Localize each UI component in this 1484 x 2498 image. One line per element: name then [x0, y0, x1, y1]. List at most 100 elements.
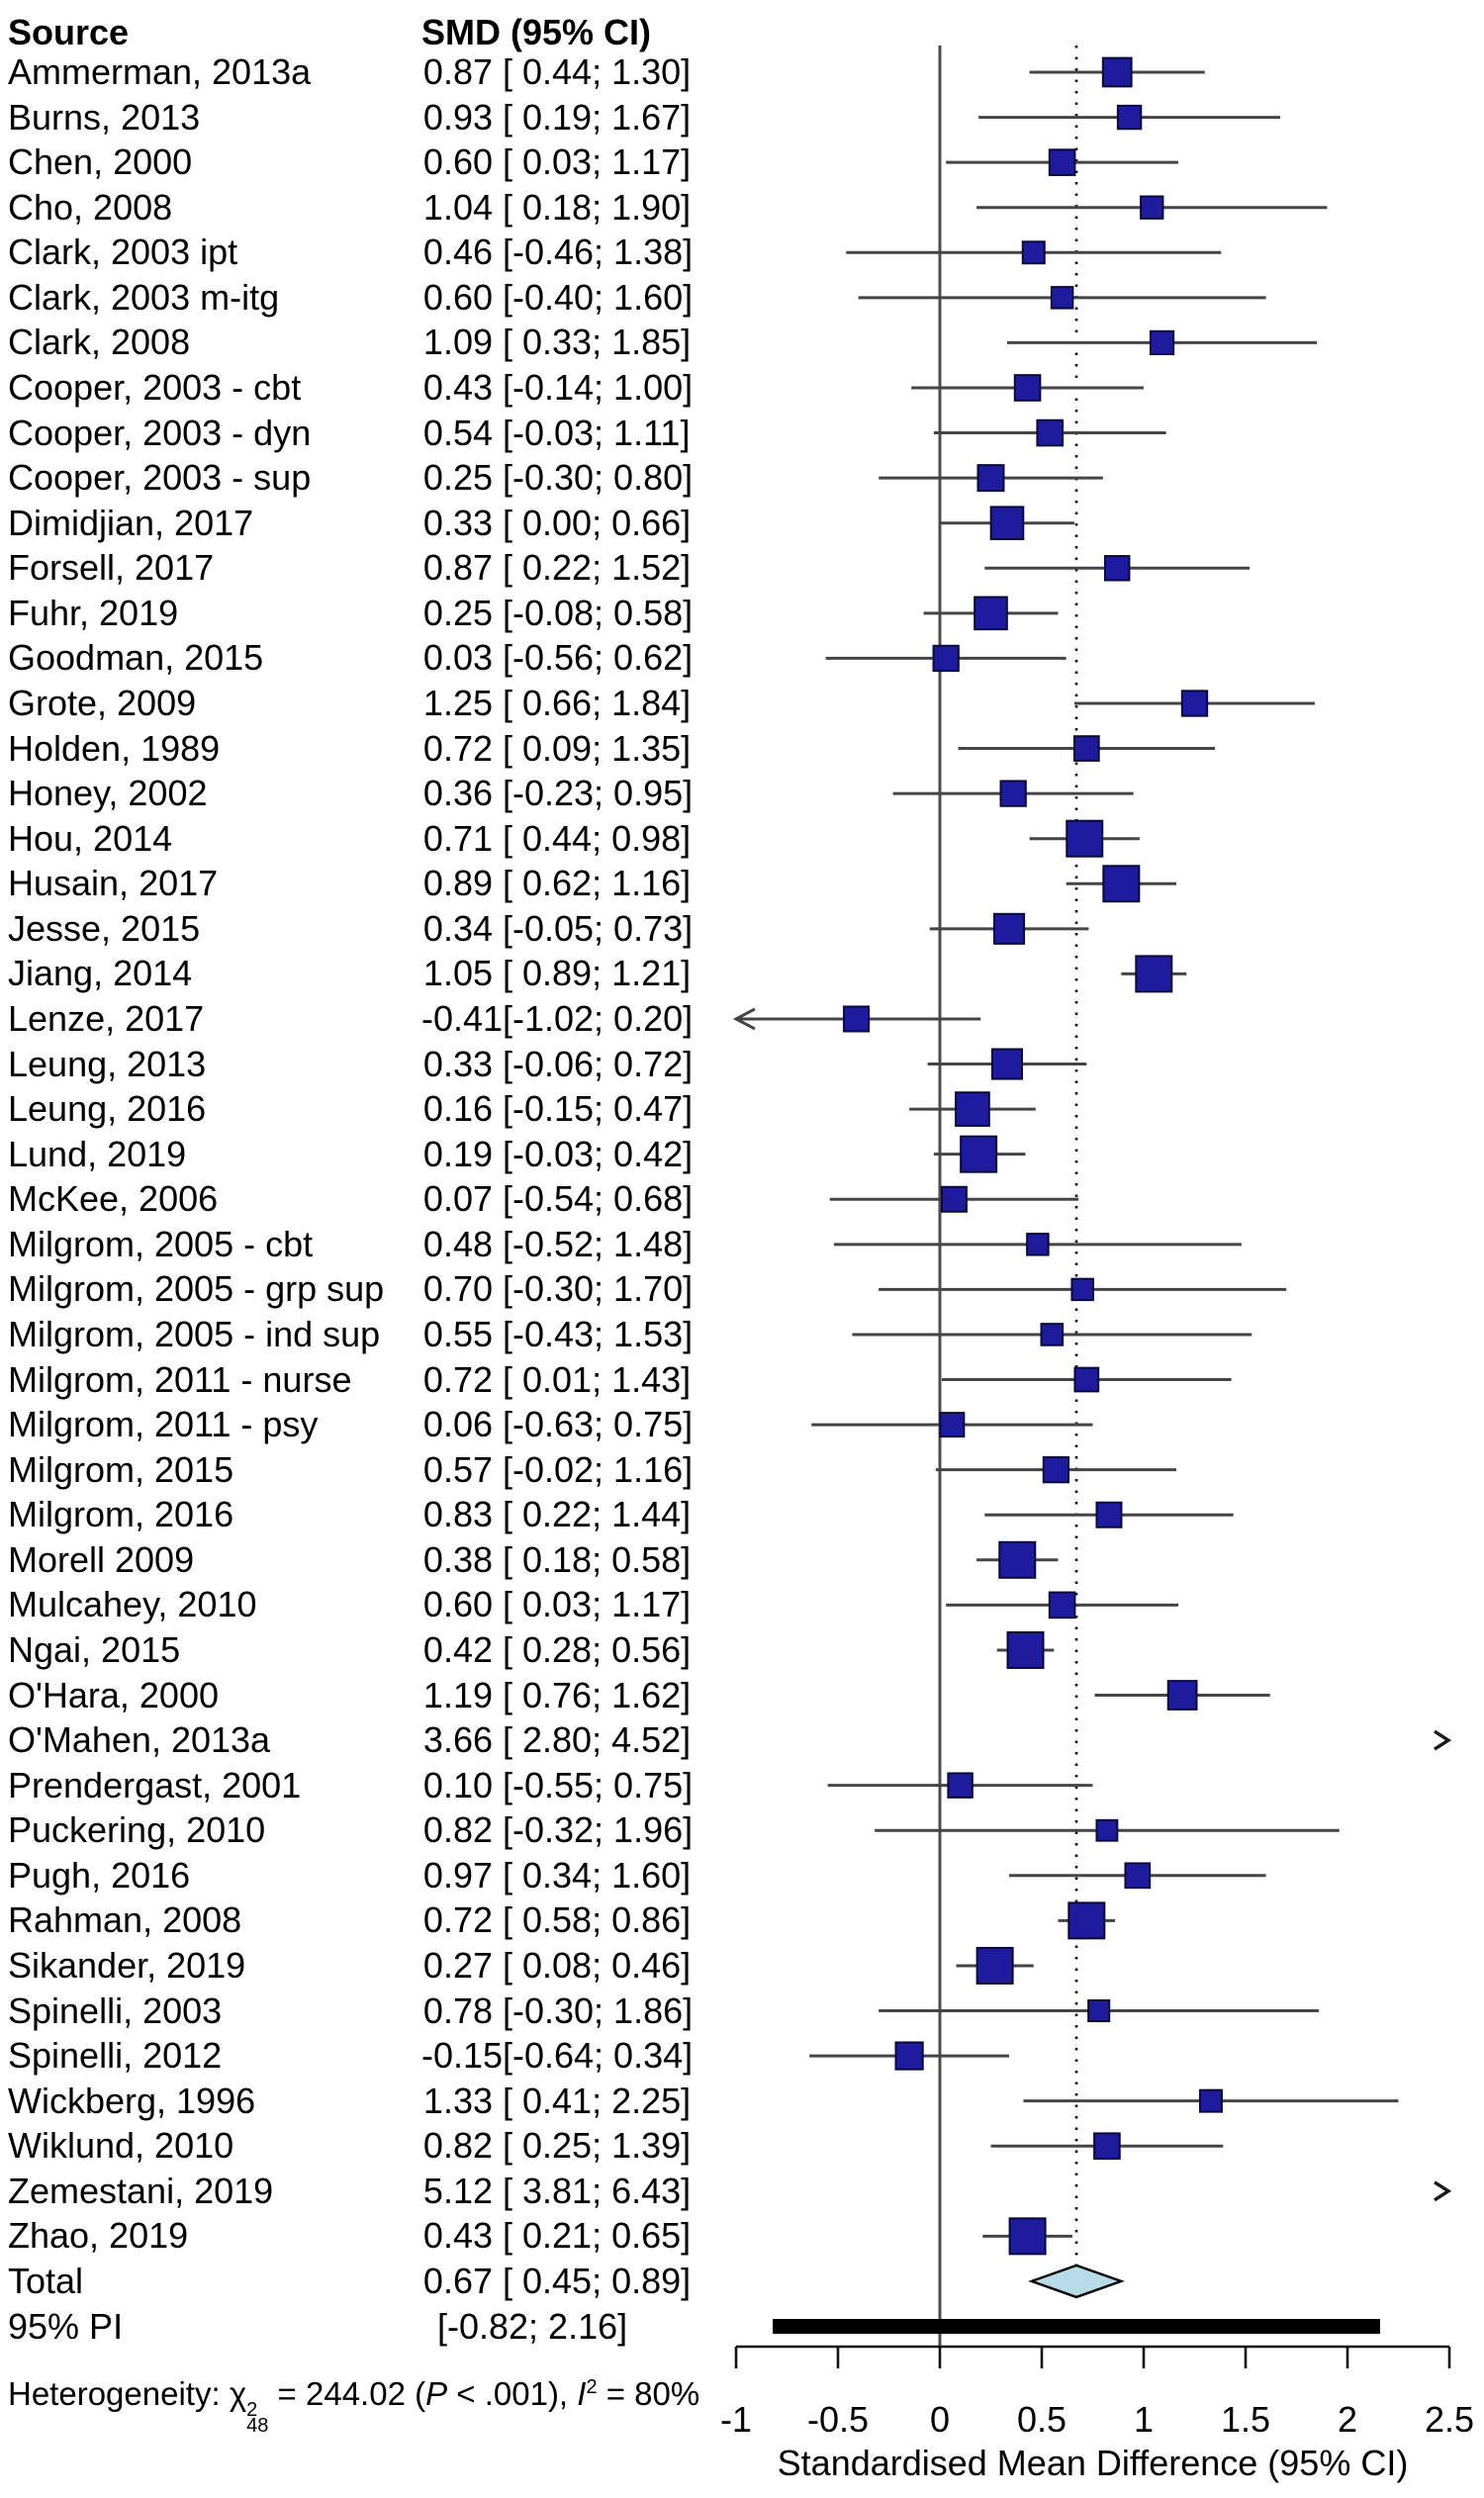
row-confidence-interval: [-0.08; 0.58] [503, 592, 694, 633]
study-row: Morell 2009 0.38[ 0.18; 0.58] [8, 1537, 691, 1583]
study-row: Pugh, 2016 0.97[ 0.34; 1.60] [8, 1853, 691, 1898]
effect-square [989, 506, 1025, 541]
study-row: Honey, 2002 0.36 [-0.23; 0.95] [8, 771, 693, 816]
study-row: Milgrom, 2016 0.83[ 0.22; 1.44] [8, 1492, 691, 1537]
row-confidence-interval: [ 0.28; 0.56] [503, 1628, 692, 1670]
row-estimate: 0.10 [422, 1764, 493, 1805]
row-estimate: 0.87 [422, 51, 493, 92]
study-row: Clark, 2008 1.09[ 0.33; 1.85] [8, 320, 691, 365]
chi-symbol: χ [229, 2375, 247, 2412]
row-confidence-interval: [ 0.44; 1.30] [503, 51, 692, 92]
row-source-label: Milgrom, 2005 - ind sup [8, 1313, 381, 1354]
x-axis-tick-label: -1 [720, 2399, 752, 2440]
p-value: < .001), [447, 2375, 578, 2412]
row-source-label: Forsell, 2017 [8, 547, 215, 589]
row-source-label: 95% PI [8, 2305, 124, 2347]
study-row: Dimidjian, 2017 0.33[ 0.00; 0.66] [8, 501, 691, 546]
study-row: Forsell, 2017 0.87[ 0.22; 1.52] [8, 545, 691, 591]
effect-square [1013, 374, 1042, 402]
study-row: Fuhr, 2019 0.25 [-0.08; 0.58] [8, 591, 693, 636]
effect-square [1087, 1998, 1111, 2023]
study-row: Milgrom, 2011 - nurse 0.72[ 0.01; 1.43] [8, 1357, 691, 1403]
effect-square [1070, 1277, 1094, 1302]
row-source-label: Clark, 2003 m-itg [8, 276, 280, 318]
row-estimate: 0.60 [422, 276, 493, 318]
study-row: McKee, 2006 0.07 [-0.54; 0.68] [8, 1176, 693, 1222]
row-source-label: Puckering, 2010 [8, 1809, 266, 1851]
effect-square [1036, 418, 1065, 447]
effect-square [894, 2041, 924, 2071]
study-row: Wiklund, 2010 0.82[ 0.25; 1.39] [8, 2123, 691, 2169]
effect-square [960, 1135, 998, 1173]
study-row: Sikander, 2019 0.27[ 0.08; 0.46] [8, 1943, 691, 1989]
i-symbol: I [577, 2375, 587, 2412]
study-row: Prendergast, 2001 0.10 [-0.55; 0.75] [8, 1763, 693, 1808]
row-source-label: Goodman, 2015 [8, 637, 264, 679]
row-confidence-interval: [ 0.89; 1.21] [503, 953, 692, 994]
row-estimate: 0.38 [422, 1538, 493, 1580]
effect-square [932, 644, 960, 673]
row-source-label: Leung, 2016 [8, 1088, 207, 1130]
row-estimate: -0.41 [421, 997, 504, 1039]
row-confidence-interval: [ 0.76; 1.62] [503, 1674, 692, 1715]
row-confidence-interval: [ 0.62; 1.16] [503, 863, 692, 904]
study-row: Ngai, 2015 0.42[ 0.28; 0.56] [8, 1627, 691, 1673]
row-confidence-interval: [ 0.08; 0.46] [503, 1944, 692, 1986]
row-source-label: Lund, 2019 [8, 1133, 187, 1174]
row-confidence-interval: [-0.05; 0.73] [503, 907, 694, 949]
row-estimate: 0.87 [422, 547, 493, 589]
row-estimate: 0.54 [422, 412, 493, 453]
row-confidence-interval: [-0.15; 0.47] [503, 1088, 694, 1130]
row-estimate: 1.04 [422, 186, 493, 228]
study-row: Wickberg, 1996 1.33[ 0.41; 2.25] [8, 2079, 691, 2124]
row-estimate: 0.43 [422, 366, 493, 408]
study-row: Holden, 1989 0.72[ 0.09; 1.35] [8, 726, 691, 772]
effect-square [1140, 195, 1164, 220]
i-value: = 80% [597, 2375, 700, 2412]
effect-square [1166, 1680, 1198, 1711]
study-row: Ammerman, 2013a 0.87[ 0.44; 1.30] [8, 49, 691, 95]
row-estimate: 0.72 [422, 1358, 493, 1400]
row-source-label: Spinelli, 2003 [8, 1989, 223, 2031]
row-confidence-interval: [-0.43; 1.53] [503, 1313, 694, 1354]
effect-square [1048, 1591, 1076, 1619]
row-confidence-interval: [-0.30; 1.70] [503, 1268, 694, 1310]
effect-square [1180, 690, 1209, 717]
row-estimate: 0.03 [422, 637, 493, 679]
row-estimate: 0.60 [422, 141, 493, 183]
study-row: Lenze, 2017 -0.41 [-1.02; 0.20] [8, 996, 693, 1042]
effect-square [999, 780, 1027, 807]
row-source-label: Leung, 2013 [8, 1043, 207, 1084]
row-source-label: Mulcahey, 2010 [8, 1584, 257, 1625]
effect-square [1066, 819, 1104, 858]
effect-square [843, 1005, 871, 1033]
row-source-label: Zemestani, 2019 [8, 2170, 274, 2211]
effect-square [1124, 1862, 1152, 1890]
study-row: Milgrom, 2005 - grp sup 0.70 [-0.30; 1.70] [8, 1266, 693, 1312]
row-source-label: Milgrom, 2011 - nurse [8, 1358, 352, 1400]
row-source-label: Grote, 2009 [8, 682, 197, 723]
row-source-label: Wickberg, 1996 [8, 2080, 256, 2121]
row-estimate: 0.83 [422, 1494, 493, 1535]
row-estimate: 0.33 [422, 502, 493, 543]
row-confidence-interval: [-0.06; 0.72] [503, 1043, 694, 1084]
row-source-label: Burns, 2013 [8, 96, 201, 138]
row-confidence-interval: [ 0.18; 1.90] [503, 186, 692, 228]
row-confidence-interval: [-0.32; 1.96] [503, 1809, 694, 1851]
effect-square [947, 1772, 974, 1799]
row-source-label: Rahman, 2008 [8, 1899, 242, 1941]
row-estimate: 0.71 [422, 817, 493, 859]
row-confidence-interval: [ 0.00; 0.66] [503, 502, 692, 543]
effect-square [1149, 329, 1175, 356]
row-source-label: Honey, 2002 [8, 773, 208, 814]
study-row: Jesse, 2015 0.34 [-0.05; 0.73] [8, 906, 693, 952]
row-source-label: Lenze, 2017 [8, 997, 205, 1039]
row-source-label: Milgrom, 2005 - grp sup [8, 1268, 385, 1310]
prediction-interval-row: 95% PI [-0.82; 2.16] [8, 2304, 627, 2350]
study-row: Milgrom, 2005 - cbt 0.48 [-0.52; 1.48] [8, 1222, 693, 1267]
row-confidence-interval: [-0.03; 1.11] [503, 412, 691, 453]
row-estimate: 0.78 [422, 1989, 493, 2031]
row-source-label: Milgrom, 2011 - psy [8, 1404, 319, 1445]
